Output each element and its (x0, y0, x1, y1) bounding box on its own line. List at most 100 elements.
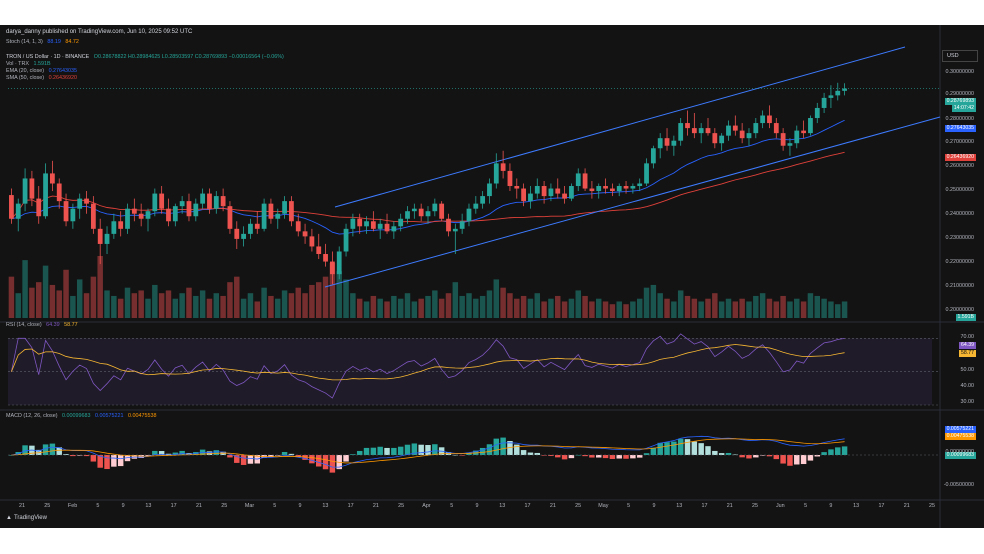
macd-histogram-bar (705, 446, 711, 455)
chart-frame: darya_danny published on TradingView.com… (0, 25, 984, 528)
candle-body (828, 95, 834, 98)
volume-bar (835, 304, 841, 318)
macd-histogram-bar (766, 455, 773, 457)
volume-bar (609, 304, 616, 318)
macd-histogram-bar (582, 455, 588, 457)
volume-bar (261, 287, 267, 318)
candle-body (644, 163, 649, 184)
volume-bar (322, 276, 329, 318)
candle-body (275, 213, 281, 219)
volume-bar (329, 262, 336, 318)
macd-histogram-bar (821, 452, 827, 455)
rsi-legend[interactable]: RSI (14, close) 64.39 58.77 (6, 322, 78, 328)
time-tick-label: Jun (775, 503, 785, 509)
volume-bar (15, 293, 21, 318)
candle-body (213, 196, 219, 209)
currency-button[interactable]: USD (942, 50, 978, 62)
stoch-legend[interactable]: Stoch (14, 1, 3) 88.19 84.72 (6, 39, 79, 45)
macd-histogram-bar (643, 453, 650, 455)
macd-legend[interactable]: MACD (12, 26, close) 0.00099683 0.005752… (6, 413, 156, 419)
candle-body (726, 125, 731, 136)
candle-body (179, 201, 185, 207)
macd-histogram-bar (179, 450, 185, 455)
chart-canvas[interactable] (0, 25, 984, 528)
volume-bar (425, 295, 431, 318)
candle-body (336, 251, 342, 275)
macd-histogram-bar (391, 447, 397, 455)
rsi-ma-value: 58.77 (64, 322, 78, 328)
macd-histogram-bar (459, 455, 465, 456)
volume-bar (684, 295, 691, 318)
macd-histogram-bar (568, 455, 575, 459)
macd-histogram-bar (814, 455, 820, 457)
candle-body (364, 221, 369, 227)
macd-histogram-bar (411, 443, 418, 455)
volume-bar (131, 293, 138, 318)
candle-body (145, 211, 151, 219)
macd-histogram-bar (288, 453, 295, 455)
candle-body (616, 186, 622, 192)
macd-histogram-bar (172, 452, 179, 455)
time-tick-label: 9 (298, 503, 302, 509)
candle-body (637, 183, 643, 187)
volume-bar (575, 290, 581, 318)
candle-body (732, 125, 738, 131)
macd-histogram-bar (111, 455, 117, 467)
time-tick-label: 9 (121, 503, 125, 509)
time-tick-label: 5 (450, 503, 454, 509)
volume-bar (466, 293, 472, 318)
volume-bar (275, 298, 281, 318)
symbol-legend[interactable]: TRON / US Dollar · 1D · BINANCE O0.28678… (6, 54, 284, 60)
volume-legend[interactable]: Vol · TRX 1.591B (6, 61, 51, 67)
volume-bar (240, 298, 247, 318)
volume-bar (438, 298, 445, 318)
volume-bar (288, 293, 295, 318)
volume-bar (712, 293, 718, 318)
candle-body (84, 198, 89, 204)
macd-histogram-bar (322, 455, 329, 470)
volume-bar (281, 290, 288, 318)
candle-body (248, 223, 253, 234)
macd-histogram-bar (684, 439, 691, 455)
macd-histogram-bar (589, 455, 595, 458)
macd-histogram-bar (432, 444, 438, 455)
macd-histogram-bar (712, 450, 718, 455)
price-tick: 0.28000000 (945, 116, 974, 122)
volume-bar (718, 301, 725, 318)
macd-hist-tag: 0.00099683 (944, 452, 976, 459)
macd-histogram-bar (8, 455, 15, 456)
time-tick-label: 5 (804, 503, 808, 509)
volume-label: Vol · TRX (6, 61, 29, 67)
macd-histogram-bar (664, 442, 670, 455)
price-tick: 0.26000000 (945, 163, 974, 169)
volume-bar (397, 298, 404, 318)
volume-bar (411, 301, 418, 318)
time-tick-label: May (598, 503, 609, 509)
time-tick-label: 17 (347, 503, 354, 509)
candle-body (801, 130, 806, 134)
candle-body (582, 173, 588, 189)
volume-tag: 1.591B (955, 314, 976, 321)
candle-body (282, 201, 287, 214)
macd-histogram-bar (609, 455, 616, 459)
macd-histogram-bar (49, 443, 56, 455)
price-tick: 0.22000000 (945, 259, 974, 265)
volume-bar (841, 301, 848, 318)
candle-body (254, 223, 260, 229)
candle-body (432, 203, 438, 212)
ema-legend[interactable]: EMA (20, close) 0.27643035 (6, 68, 77, 74)
sma-legend[interactable]: SMA (50, close) 0.26436920 (6, 75, 77, 81)
candle-body (200, 193, 206, 204)
volume-bar (548, 298, 554, 318)
candle-body (446, 218, 451, 232)
macd-histogram-bar (281, 451, 288, 455)
volume-bar (199, 290, 206, 318)
candle-body (630, 186, 636, 189)
macd-histogram-bar (124, 455, 131, 462)
candle-body (138, 213, 144, 219)
volume-bar (780, 295, 786, 318)
candle-body (220, 196, 226, 207)
macd-histogram-bar (794, 455, 800, 465)
candle-body (398, 218, 404, 227)
macd-histogram-bar (671, 441, 677, 455)
